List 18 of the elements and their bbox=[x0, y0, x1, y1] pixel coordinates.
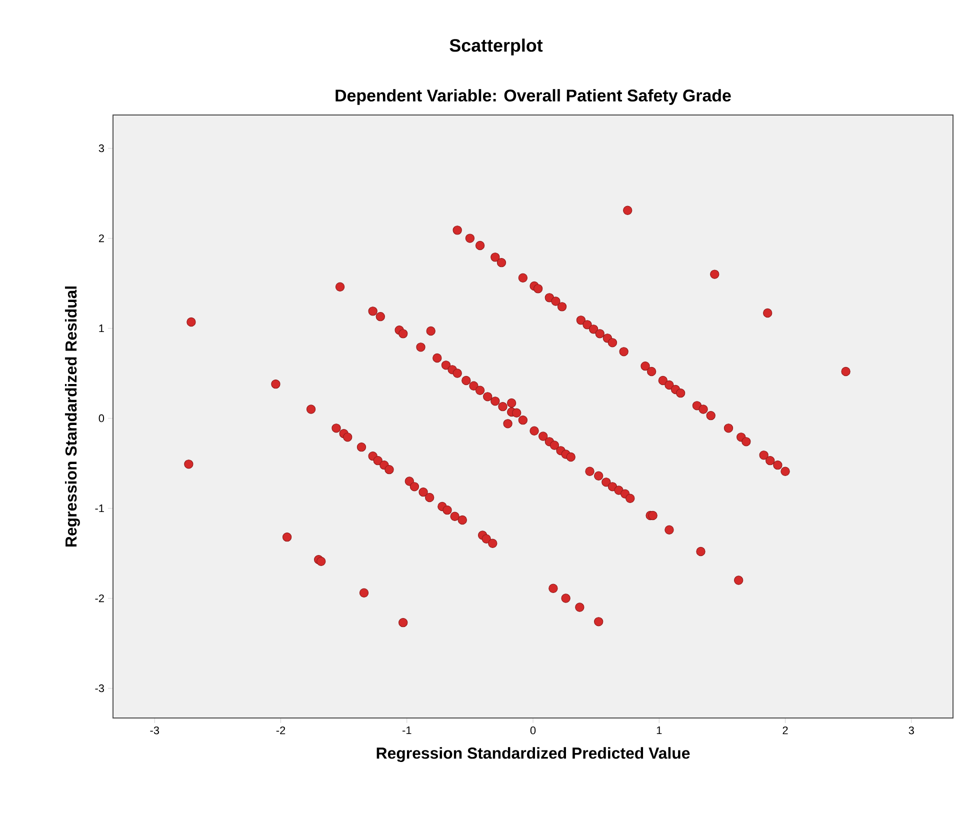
y-tick-label: 0 bbox=[98, 414, 104, 422]
y-axis-title: Regression Standardized Residual bbox=[64, 286, 80, 547]
y-tick-label: 2 bbox=[98, 234, 104, 242]
x-tick-label: 1 bbox=[656, 726, 662, 734]
x-tick-label: 3 bbox=[908, 726, 914, 734]
y-tick-label: 3 bbox=[98, 144, 104, 152]
y-tick-label: -1 bbox=[95, 504, 104, 512]
chart-subtitle: Dependent Variable: Overall Patient Safety Grade bbox=[336, 89, 731, 105]
x-tick-label: 0 bbox=[530, 726, 536, 734]
x-tick-label: -3 bbox=[150, 726, 160, 734]
x-axis-title: Regression Standardized Predicted Value bbox=[376, 747, 690, 762]
x-tick-label: -1 bbox=[402, 726, 412, 734]
y-tick-label: 1 bbox=[99, 324, 104, 332]
x-tick-label: -2 bbox=[276, 726, 286, 734]
y-tick-label: -3 bbox=[95, 684, 104, 692]
x-tick-label: 2 bbox=[782, 726, 788, 734]
y-tick-label: -2 bbox=[95, 594, 104, 602]
chart-title: Scatterplot bbox=[450, 38, 543, 56]
